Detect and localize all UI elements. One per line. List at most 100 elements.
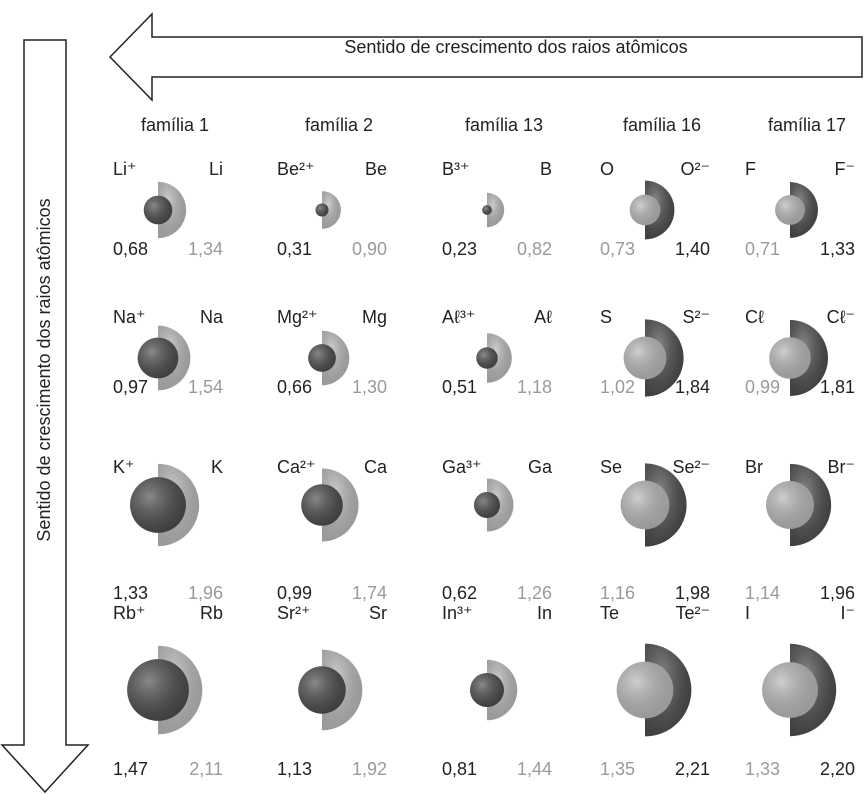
element-symbol: Ca: [364, 457, 388, 477]
radius-value: 1,33: [745, 759, 780, 779]
element-symbol: Cℓ: [745, 307, 764, 327]
sphere-shade: [138, 338, 179, 379]
radius-value: 1,33: [113, 583, 148, 603]
element-symbol: Aℓ³⁺: [442, 307, 475, 327]
element-symbol: I⁻: [840, 603, 855, 623]
radius-value: 1,33: [820, 239, 855, 259]
element-symbol: Li⁺: [113, 159, 137, 179]
sphere-shade: [621, 481, 670, 530]
radius-value: 1,34: [188, 239, 223, 259]
sphere-shade: [769, 337, 811, 379]
radius-value: 1,18: [517, 377, 552, 397]
element-symbol: B: [540, 159, 552, 179]
element-symbol: Rb: [200, 603, 223, 623]
element-symbol: O²⁻: [681, 159, 711, 179]
element-symbol: K⁺: [113, 457, 135, 477]
element-symbol: Be: [365, 159, 387, 179]
radius-value: 0,99: [277, 583, 312, 603]
radius-value: 1,14: [745, 583, 780, 603]
sphere-shade: [308, 344, 336, 372]
element-symbol: Ca²⁺: [277, 457, 316, 477]
radius-value: 1,13: [277, 759, 312, 779]
radius-value: 1,84: [675, 377, 710, 397]
family-name: família 16: [623, 115, 701, 135]
radius-value: 1,26: [517, 583, 552, 603]
sphere-shade: [766, 481, 814, 529]
radius-value: 0,90: [352, 239, 387, 259]
sphere-shade: [630, 195, 661, 226]
element-symbol: Br⁻: [827, 457, 855, 477]
sphere-shade: [315, 203, 328, 216]
family-name: família 13: [465, 115, 543, 135]
element-symbol: Cℓ⁻: [827, 307, 855, 327]
element-symbol: Br: [745, 457, 763, 477]
element-symbol: I: [745, 603, 750, 623]
radius-value: 1,47: [113, 759, 148, 779]
element-symbol: B³⁺: [442, 159, 470, 179]
sphere-shade: [482, 205, 492, 215]
radius-value: 2,11: [189, 759, 223, 779]
sphere-shade: [617, 662, 674, 719]
element-symbol: Mg²⁺: [277, 307, 318, 327]
radius-value: 1,96: [820, 583, 855, 603]
radius-value: 0,66: [277, 377, 312, 397]
sphere-shade: [130, 477, 186, 533]
radius-value: 0,97: [113, 377, 148, 397]
sphere-shade: [476, 347, 497, 368]
radius-value: 1,35: [600, 759, 635, 779]
top-arrow: [110, 14, 862, 100]
element-symbol: Rb⁺: [113, 603, 146, 623]
family-name: família 17: [768, 115, 846, 135]
radius-value: 0,73: [600, 239, 635, 259]
radius-value: 0,23: [442, 239, 477, 259]
radius-value: 0,82: [517, 239, 552, 259]
sphere-shade: [298, 666, 345, 713]
sphere-shade: [301, 484, 343, 526]
element-symbol: K: [211, 457, 223, 477]
radius-value: 2,20: [820, 759, 855, 779]
sphere-shade: [470, 673, 504, 707]
element-symbol: S²⁻: [682, 307, 710, 327]
element-symbol: Te²⁻: [675, 603, 710, 623]
radius-value: 1,16: [600, 583, 635, 603]
family-name: família 1: [141, 115, 209, 135]
element-symbol: Na: [200, 307, 224, 327]
radius-value: 1,54: [188, 377, 223, 397]
radius-value: 0,62: [442, 583, 477, 603]
element-symbol: Mg: [362, 307, 387, 327]
left-arrow-label: Sentido de crescimento dos raios atômico…: [34, 198, 54, 541]
element-symbol: Ga³⁺: [442, 457, 482, 477]
element-symbol: Sr²⁺: [277, 603, 311, 623]
element-symbol: S: [600, 307, 612, 327]
sphere-shade: [775, 195, 805, 225]
radius-value: 0,71: [745, 239, 780, 259]
radius-value: 1,40: [675, 239, 710, 259]
radius-value: 1,92: [352, 759, 387, 779]
radius-value: 1,44: [517, 759, 552, 779]
radius-value: 0,68: [113, 239, 148, 259]
element-symbol: Aℓ: [534, 307, 552, 327]
element-symbol: Se²⁻: [672, 457, 710, 477]
family-name: família 2: [305, 115, 373, 135]
sphere-shade: [474, 492, 500, 518]
element-symbol: O: [600, 159, 614, 179]
radius-value: 1,02: [600, 377, 635, 397]
element-symbol: Be²⁺: [277, 159, 315, 179]
radius-value: 0,31: [277, 239, 312, 259]
element-symbol: In³⁺: [442, 603, 473, 623]
radius-value: 1,30: [352, 377, 387, 397]
element-symbol: Sr: [369, 603, 387, 623]
diagram: Sentido de crescimento dos raios atômico…: [0, 0, 868, 794]
element-symbol: Na⁺: [113, 307, 146, 327]
top-arrow-label: Sentido de crescimento dos raios atômico…: [344, 37, 687, 57]
radius-value: 2,21: [675, 759, 710, 779]
element-symbol: F⁻: [835, 159, 856, 179]
radius-value: 0,99: [745, 377, 780, 397]
sphere-shade: [144, 196, 173, 225]
radius-value: 1,81: [820, 377, 855, 397]
element-symbol: Li: [209, 159, 223, 179]
sphere-shade: [127, 659, 189, 721]
element-symbol: F: [745, 159, 756, 179]
radius-value: 1,96: [188, 583, 223, 603]
element-symbol: Ga: [528, 457, 553, 477]
